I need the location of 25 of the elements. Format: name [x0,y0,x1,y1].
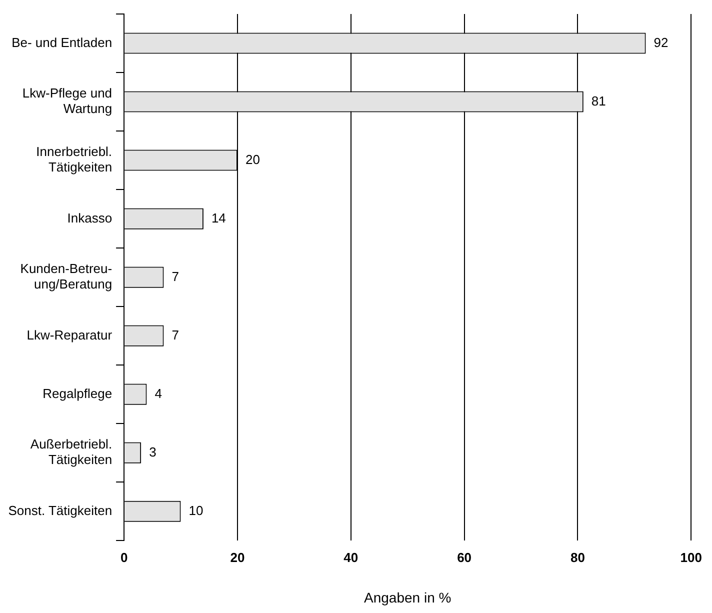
y-tick-label: Außerbetriebl. Tätigkeiten [30,436,112,468]
x-tick-label: 100 [680,550,702,565]
y-tick-label: Lkw-Reparatur [26,327,113,342]
y-tick-label: Innerbetriebl. Tätigkeiten [36,144,112,175]
x-tick-label: 20 [230,550,245,565]
x-axis-title: Angaben in % [364,589,452,606]
data-label: 7 [172,327,179,342]
y-tick-label: Inkasso [67,210,112,226]
y-tick-label: Be- und Entladen [12,34,112,50]
data-label: 14 [211,210,226,226]
data-label: 7 [172,268,179,284]
data-label: 92 [654,34,668,50]
data-label: 3 [149,444,156,460]
x-tick-label: 0 [120,550,128,565]
data-label: 20 [245,152,260,167]
y-tick-label: Kunden-Betreu- ung/Beratung [20,261,112,292]
x-tick-label: 80 [570,550,585,565]
data-label: 4 [154,386,162,401]
data-label: 81 [591,93,606,108]
y-tick-label: Sonst. Tätigkeiten [8,502,112,518]
data-label: 10 [188,502,204,518]
x-tick-label: 40 [344,550,358,565]
x-tick-label: 60 [457,550,472,565]
y-tick-label: Regalpflege [42,386,112,401]
y-tick-label: Lkw-Pflege und Wartung [22,86,112,116]
